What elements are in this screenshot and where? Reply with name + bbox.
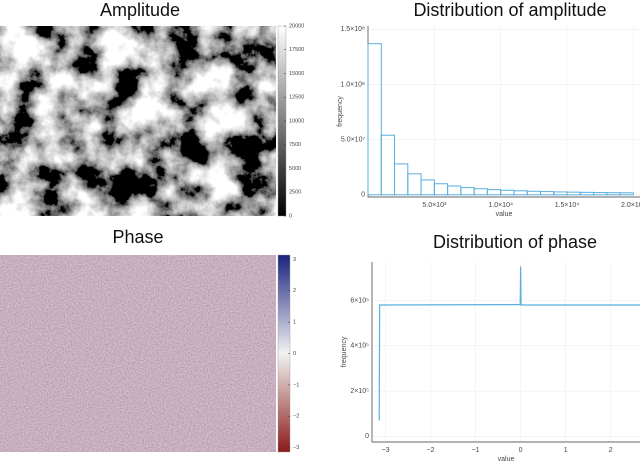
colorbar-label: 1 bbox=[293, 320, 296, 326]
bar bbox=[447, 185, 462, 196]
bar bbox=[566, 191, 581, 196]
colorbar-label: 17500 bbox=[289, 47, 304, 53]
bar bbox=[579, 191, 595, 196]
colorbar-label: 0 bbox=[293, 351, 296, 357]
chart-title: Phase bbox=[112, 227, 163, 247]
bar bbox=[593, 192, 608, 196]
bar bbox=[619, 192, 634, 196]
colorbar-label: 12500 bbox=[289, 95, 304, 101]
chart-title: Distribution of phase bbox=[433, 232, 597, 252]
axis-line bbox=[367, 26, 640, 198]
chart-title: Amplitude bbox=[100, 0, 180, 20]
bar bbox=[473, 188, 488, 196]
bar bbox=[486, 189, 502, 196]
colorbar-label: 5000 bbox=[289, 166, 301, 172]
y-tick-label: 0 bbox=[361, 192, 365, 199]
y-tick-label: 4×10⁵ bbox=[350, 343, 369, 350]
colorbar-label: 2 bbox=[293, 288, 296, 294]
bar bbox=[606, 192, 621, 196]
colorbar-label: 3 bbox=[293, 257, 296, 263]
bar bbox=[420, 179, 435, 196]
colorbar-label: 7500 bbox=[289, 142, 301, 148]
x-tick-label: 2 bbox=[609, 447, 613, 454]
x-tick-label: 1.0×10⁴ bbox=[488, 202, 513, 209]
bar bbox=[380, 134, 396, 196]
x-tick-label: 5.0×10³ bbox=[422, 202, 447, 209]
colorbar-label: −1 bbox=[293, 382, 299, 388]
colorbar-label: 20000 bbox=[289, 23, 304, 29]
bar bbox=[500, 189, 515, 196]
image bbox=[0, 255, 276, 452]
image bbox=[0, 26, 276, 216]
line bbox=[378, 266, 640, 421]
x-tick-label: 2.0×10⁴ bbox=[621, 202, 640, 209]
x-tick-label: −2 bbox=[427, 447, 435, 454]
y-tick-label: 1.5×10⁸ bbox=[340, 26, 365, 33]
y-tick-label: 0 bbox=[365, 433, 369, 440]
bar bbox=[367, 43, 382, 196]
bar bbox=[394, 163, 409, 196]
x-axis-label: value bbox=[498, 456, 515, 462]
colorbar-label: −3 bbox=[293, 445, 299, 451]
colorbar-label: 0 bbox=[289, 213, 292, 219]
x-axis-label: value bbox=[496, 211, 513, 218]
colorbar-label: 10000 bbox=[289, 118, 304, 124]
x-tick-label: −1 bbox=[472, 447, 480, 454]
y-tick-label: 1.0×10⁸ bbox=[340, 81, 365, 88]
x-tick-label: −3 bbox=[382, 447, 390, 454]
y-axis-label: frequency bbox=[341, 336, 348, 367]
y-tick-label: 2×10⁵ bbox=[350, 388, 369, 395]
bar bbox=[513, 190, 528, 196]
x-tick-label: 0 bbox=[519, 447, 523, 454]
x-tick-label: 1 bbox=[564, 447, 568, 454]
bar bbox=[433, 183, 449, 196]
x-tick-label: 1.5×10⁴ bbox=[555, 202, 580, 209]
colorbar-label: −2 bbox=[293, 414, 299, 420]
bar bbox=[539, 191, 555, 196]
y-axis-label: frequency bbox=[337, 96, 344, 127]
chart-title: Distribution of amplitude bbox=[413, 0, 606, 20]
bar bbox=[526, 190, 541, 196]
bar bbox=[407, 173, 422, 196]
bar bbox=[553, 191, 568, 196]
bar bbox=[460, 187, 475, 196]
y-tick-label: 5.0×10⁷ bbox=[341, 136, 366, 143]
colorbar-label: 15000 bbox=[289, 71, 304, 77]
colorbar-label: 2500 bbox=[289, 190, 301, 196]
axis-line bbox=[371, 262, 640, 443]
y-tick-label: 6×10⁵ bbox=[350, 297, 369, 304]
